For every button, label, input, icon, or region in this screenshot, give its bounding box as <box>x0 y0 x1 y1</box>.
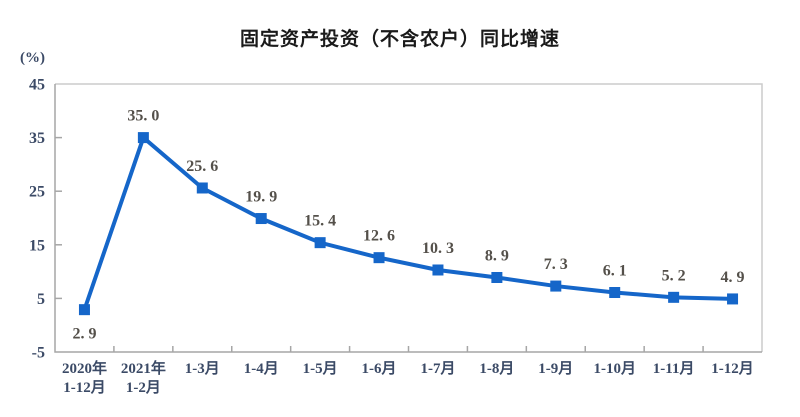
data-point-marker <box>137 132 149 144</box>
data-point-marker <box>668 291 680 303</box>
x-axis-category-label: 2021年 1-2月 <box>121 359 166 396</box>
data-point-label: 35. 0 <box>127 108 159 125</box>
data-point-label: 5. 2 <box>662 267 686 284</box>
x-axis-category-label: 1-3月 <box>185 360 220 377</box>
plot-border-axis <box>54 84 762 353</box>
data-point-marker <box>255 213 267 225</box>
data-line <box>82 134 733 311</box>
data-point-label: 2. 9 <box>72 326 96 343</box>
y-axis-tick-label: 35 <box>29 130 45 147</box>
data-point-marker <box>314 237 326 249</box>
data-point-label: 12. 6 <box>363 228 395 245</box>
y-axis-unit-label: (%) <box>20 50 45 66</box>
data-point-marker <box>432 264 444 276</box>
data-point-label: 6. 1 <box>603 263 627 280</box>
data-point-label: 25. 6 <box>186 158 218 175</box>
x-axis-category-label: 1-9月 <box>538 360 573 377</box>
x-axis-category-label: 1-6月 <box>362 360 397 377</box>
data-point-marker <box>78 304 90 316</box>
x-axis-category-label: 1-7月 <box>420 360 455 377</box>
x-axis-category-label: 1-5月 <box>303 360 338 377</box>
y-axis-tick-label: 25 <box>29 184 45 201</box>
x-axis-category-label: 1-4月 <box>244 360 279 377</box>
y-axis-tick-label: 45 <box>29 77 45 94</box>
data-point-marker <box>373 252 385 264</box>
data-point-label: 15. 4 <box>304 213 336 230</box>
x-axis-category-label: 1-12月 <box>711 360 754 377</box>
data-point-marker <box>550 280 562 292</box>
data-point-marker <box>609 287 621 299</box>
y-axis-tick-label: -5 <box>32 345 45 362</box>
data-point-label: 10. 3 <box>422 240 454 257</box>
data-point-marker <box>727 293 739 305</box>
data-point-label: 19. 9 <box>245 189 277 206</box>
x-axis-category-label: 1-8月 <box>479 360 514 377</box>
x-axis-category-label: 1-10月 <box>593 360 636 377</box>
x-axis-category-label: 1-11月 <box>653 360 695 377</box>
y-axis-tick-label: 15 <box>29 237 45 254</box>
plot-border-top-right <box>55 83 763 352</box>
y-axis-tick-label: 5 <box>37 291 45 308</box>
data-point-label: 7. 3 <box>544 256 568 273</box>
data-point-marker <box>196 182 208 194</box>
data-point-label: 8. 9 <box>485 247 509 264</box>
data-point-label: 4. 9 <box>721 269 745 286</box>
chart-title: 固定资产投资（不含农户）同比增速 <box>239 29 560 50</box>
data-point-marker <box>491 271 503 283</box>
x-axis-category-label: 2020年 1-12月 <box>62 359 107 396</box>
